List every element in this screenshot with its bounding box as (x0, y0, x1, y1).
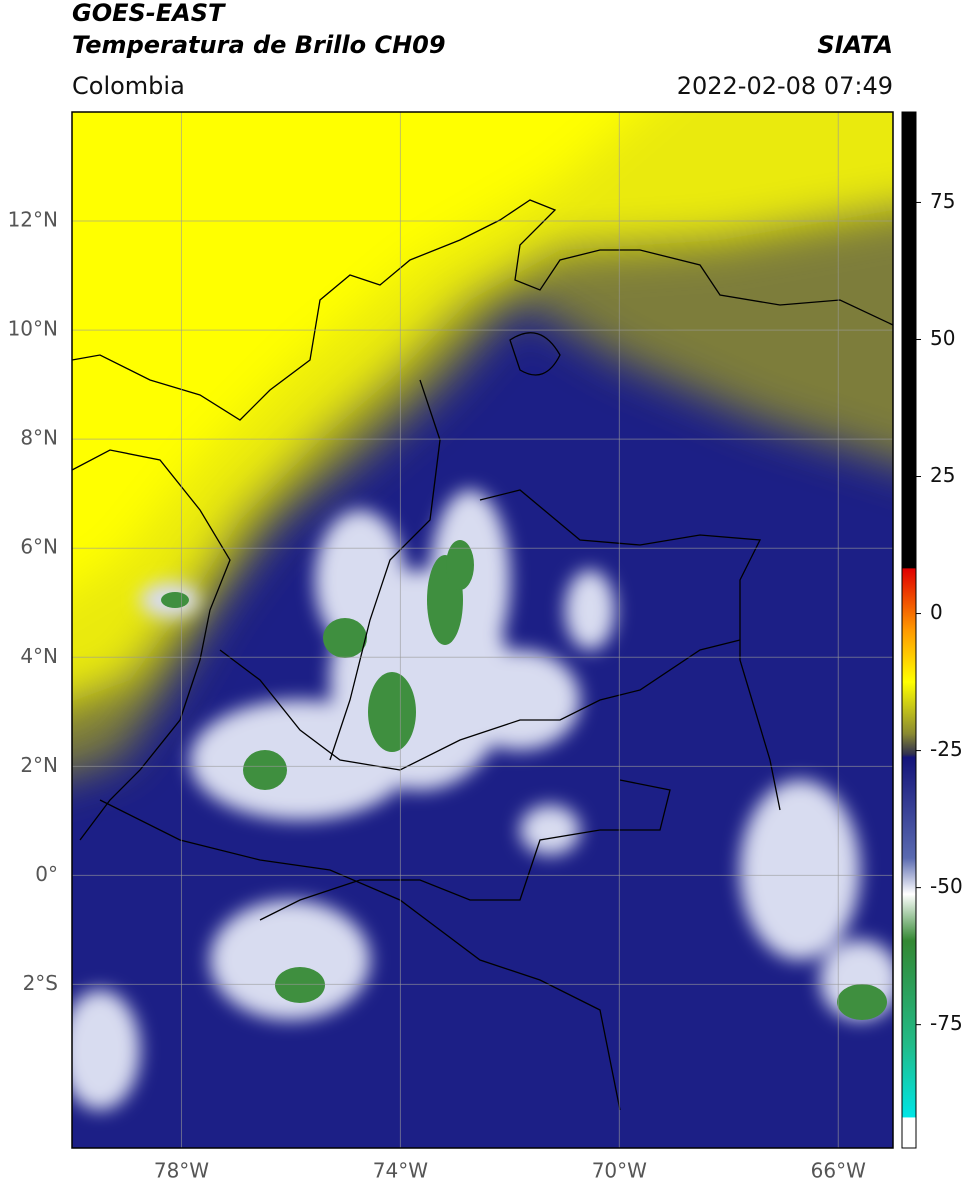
title: GOES-EAST (72, 0, 226, 27)
y-tick-label: 2°N (20, 753, 58, 777)
x-tick-label: 78°W (154, 1159, 209, 1183)
coastlines-borders (72, 199, 893, 1111)
grid (72, 112, 893, 1148)
y-tick-label: 6°N (20, 535, 58, 559)
y-tick-label: 12°N (8, 208, 58, 232)
colorbar-tick-label: 0 (930, 600, 943, 624)
clouds (72, 490, 893, 1110)
satellite-image (72, 112, 893, 1148)
x-tick-label: 74°W (373, 1159, 428, 1183)
yellow-core (72, 112, 640, 589)
colorbar-tick-label: 25 (930, 463, 955, 487)
colorbar-tick-label: -50 (930, 874, 963, 898)
datetime: 2022-02-08 07:49 (677, 72, 893, 100)
y-tick-label: 0° (35, 862, 58, 886)
x-tick-label: 70°W (592, 1159, 647, 1183)
colorbar-tick-label: -75 (930, 1011, 963, 1035)
y-tick-label: 4°N (20, 644, 58, 668)
y-tick-label: 2°S (23, 971, 58, 995)
map-frame (71, 111, 894, 1149)
colorbar (901, 111, 917, 1149)
source: SIATA (817, 31, 893, 59)
subtitle: Temperatura de Brillo CH09 (72, 31, 446, 59)
colorbar-tick-label: 50 (930, 326, 955, 350)
x-tick-label: 66°W (811, 1159, 866, 1183)
colorbar-tick-label: -25 (930, 737, 963, 761)
y-tick-label: 10°N (8, 317, 58, 341)
y-tick-label: 8°N (20, 426, 58, 450)
region: Colombia (72, 72, 185, 100)
colorbar-tick-label: 75 (930, 189, 955, 213)
cold-cores (161, 540, 887, 1020)
